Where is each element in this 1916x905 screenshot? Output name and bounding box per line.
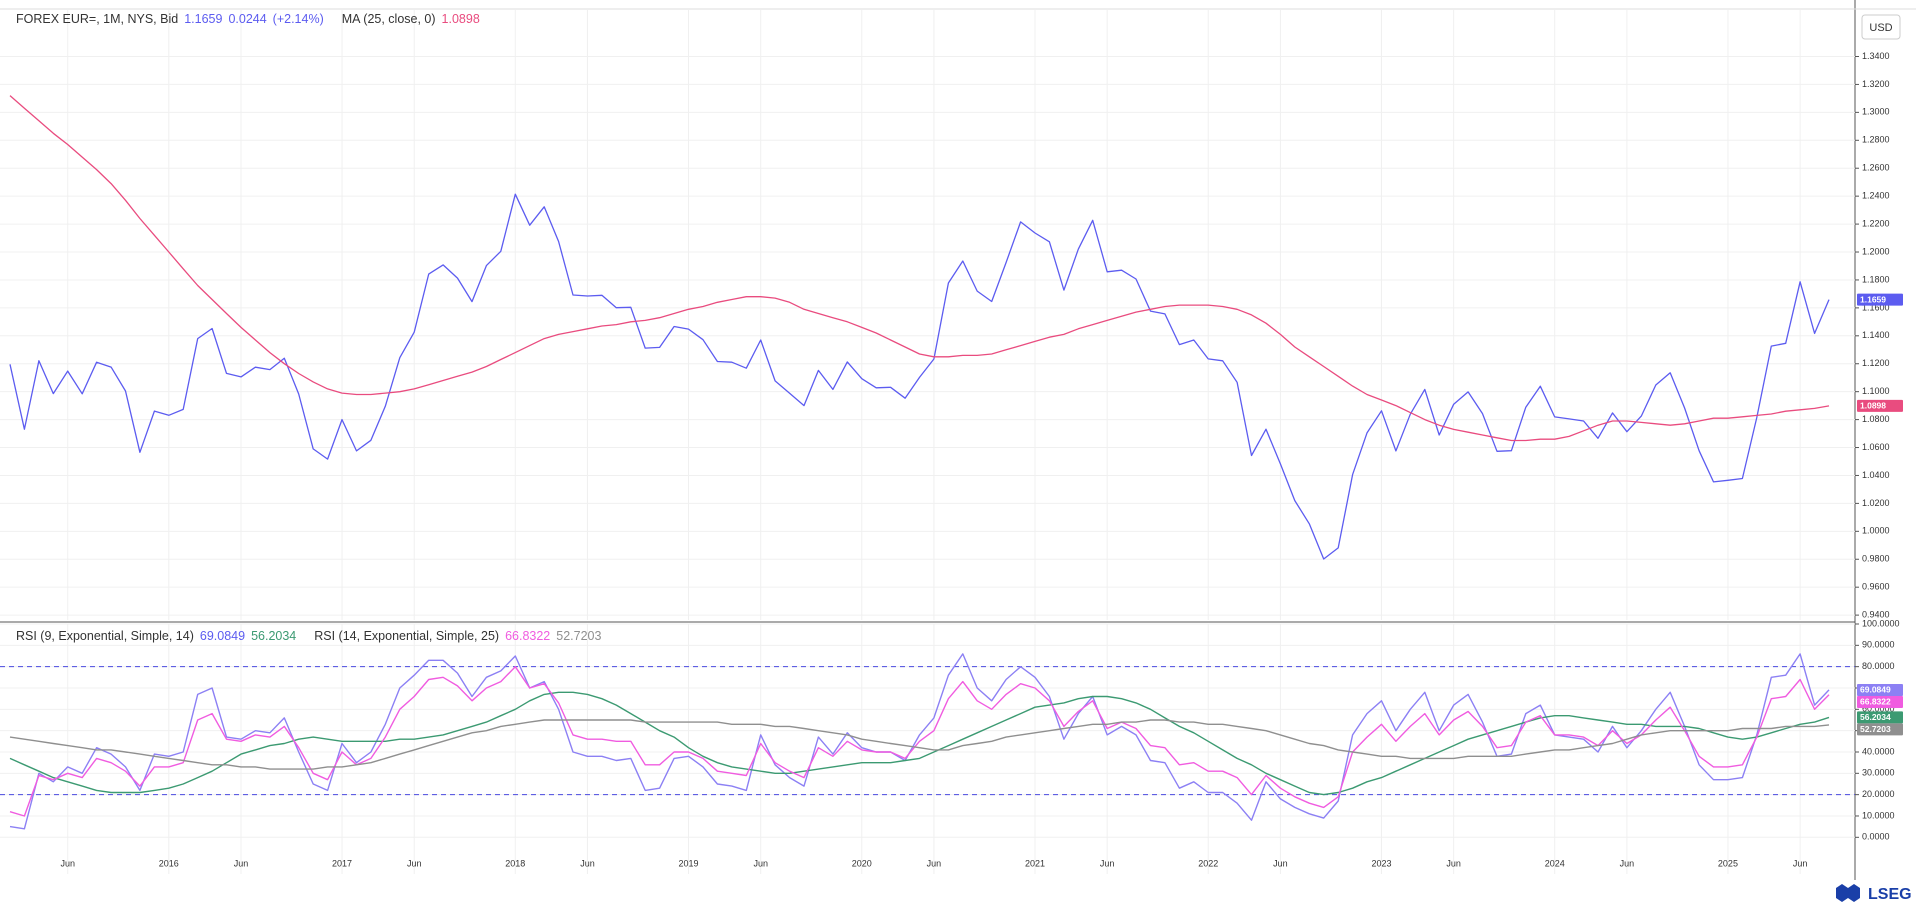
x-tick-label: Jun <box>580 858 595 868</box>
legend-title: FOREX EUR=, 1M, NYS, Bid <box>16 12 179 26</box>
value-badge <box>1857 695 1903 708</box>
x-tick-label: Jun <box>753 858 768 868</box>
x-tick-label: 2018 <box>505 858 525 868</box>
x-tick-label: 2019 <box>679 858 699 868</box>
legend-ma: MA (25, close, 0) <box>341 12 436 26</box>
x-tick-label: Jun <box>1620 858 1635 868</box>
x-tick-label: 2025 <box>1718 858 1738 868</box>
y-tick-label: 20.0000 <box>1862 789 1895 799</box>
last-price: 1.1659 <box>184 12 223 26</box>
rsi14-ma-value: 52.7203 <box>556 629 602 643</box>
change-pct: (+2.14%) <box>272 12 324 26</box>
rsi-legend: RSI (9, Exponential, Simple, 14) 69.0849 5… <box>16 629 607 643</box>
x-tick-label: 2021 <box>1025 858 1045 868</box>
y-tick-label: 1.2200 <box>1862 218 1890 228</box>
value-badge-label: 52.7203 <box>1860 724 1891 734</box>
series-line <box>9 666 1830 817</box>
price-legend: FOREX EUR=, 1M, NYS, Bid 1.1659 0.0244 (+2.… <box>16 12 486 26</box>
y-tick-label: 30.0000 <box>1862 768 1895 778</box>
y-tick-label: 1.1000 <box>1862 386 1890 396</box>
y-tick-label: 1.3400 <box>1862 51 1890 61</box>
y-tick-label: 0.0000 <box>1862 832 1890 842</box>
currency-box[interactable] <box>1861 14 1901 40</box>
x-tick-label: 2020 <box>852 858 872 868</box>
y-tick-label: 1.1400 <box>1862 330 1890 340</box>
x-tick-label: Jun <box>1100 858 1115 868</box>
series-line <box>9 719 1830 770</box>
y-tick-label: 90.0000 <box>1862 640 1895 650</box>
y-tick-label: 1.2800 <box>1862 135 1890 145</box>
y-tick-label: 0.9800 <box>1862 554 1890 564</box>
brand-logo: LSEG <box>1836 884 1912 903</box>
y-tick-label: 1.1600 <box>1862 302 1890 312</box>
y-tick-label: 1.0800 <box>1862 414 1890 424</box>
logo-mark <box>1836 884 1860 902</box>
y-tick-label: 1.2400 <box>1862 191 1890 201</box>
y-tick-label: 1.2000 <box>1862 246 1890 256</box>
x-tick-label: Jun <box>407 858 422 868</box>
series-line <box>9 193 1830 560</box>
brand: LSEG <box>1868 886 1912 903</box>
y-tick-label: 1.0200 <box>1862 498 1890 508</box>
y-tick-label: 1.0400 <box>1862 470 1890 480</box>
value-badge <box>1857 723 1903 736</box>
y-tick-label: 60.0000 <box>1862 704 1895 714</box>
x-tick-label: Jun <box>234 858 249 868</box>
y-tick-label: 40.0000 <box>1862 746 1895 756</box>
value-badge-label: 66.8322 <box>1860 697 1891 707</box>
value-badge-label: 69.0849 <box>1860 685 1891 695</box>
y-tick-label: 100.0000 <box>1862 618 1900 628</box>
x-tick-label: Jun <box>927 858 942 868</box>
series-line <box>9 95 1830 442</box>
grid <box>0 10 1855 620</box>
value-badge <box>1857 711 1903 724</box>
x-tick-label: Jun <box>60 858 75 868</box>
rsi9-value: 69.0849 <box>199 629 246 643</box>
x-tick-label: Jun <box>1793 858 1808 868</box>
value-badge <box>1857 399 1903 412</box>
y-tick-label: 0.9600 <box>1862 582 1890 592</box>
value-badge-label: 56.2034 <box>1860 712 1891 722</box>
change: 0.0244 <box>228 12 267 26</box>
y-tick-label: 0.9400 <box>1862 609 1890 619</box>
x-tick-label: Jun <box>1446 858 1461 868</box>
series-line <box>9 691 1830 796</box>
rsi14-value: 66.8322 <box>505 629 551 643</box>
y-tick-label: 1.1800 <box>1862 274 1890 284</box>
legend-rsi9: RSI (9, Exponential, Simple, 14) <box>16 629 194 643</box>
x-tick-label: 2016 <box>159 858 179 868</box>
y-tick-label: 1.0600 <box>1862 442 1890 452</box>
y-tick-label: 1.0000 <box>1862 526 1890 536</box>
y-tick-label: 10.0000 <box>1862 810 1895 820</box>
ma-value: 1.0898 <box>441 12 480 26</box>
y-tick-label: 1.2600 <box>1862 163 1890 173</box>
x-tick-label: Jun <box>1273 858 1288 868</box>
y-tick-label: 1.3000 <box>1862 107 1890 117</box>
value-badge-label: 1.0898 <box>1860 401 1886 411</box>
y-tick-label: 1.1200 <box>1862 358 1890 368</box>
value-badge-label: 1.1659 <box>1860 294 1886 304</box>
grid <box>0 623 1855 874</box>
value-badge <box>1857 683 1903 696</box>
value-badge <box>1857 293 1903 306</box>
y-tick-label: 80.0000 <box>1862 661 1895 671</box>
x-tick-label: 2023 <box>1371 858 1391 868</box>
x-tick-label: 2024 <box>1545 858 1565 868</box>
x-tick-label: 2022 <box>1198 858 1218 868</box>
y-tick-label: 1.3200 <box>1862 79 1890 89</box>
rsi9-ma-value: 56.2034 <box>251 629 297 643</box>
x-tick-label: 2017 <box>332 858 352 868</box>
currency: USD <box>1869 22 1892 34</box>
series-line <box>9 653 1830 830</box>
legend-rsi14: RSI (14, Exponential, Simple, 25) <box>314 629 500 643</box>
